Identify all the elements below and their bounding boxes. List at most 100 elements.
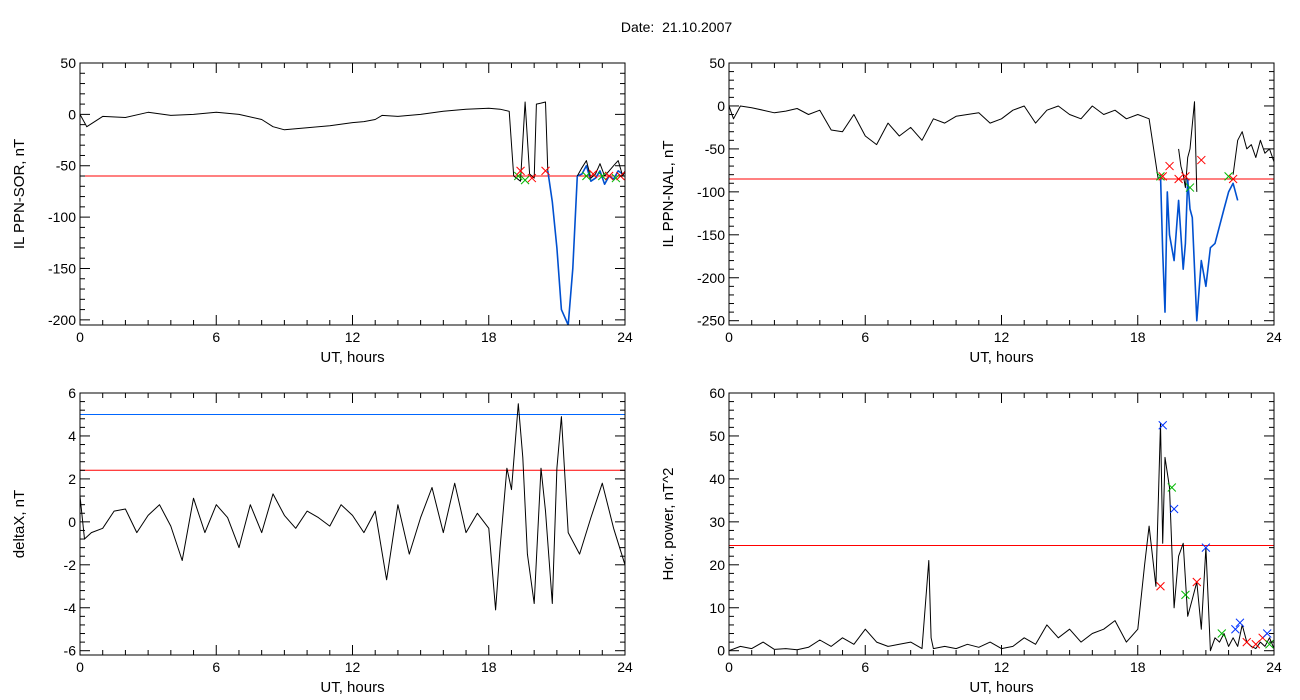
y-tick-label: 0 xyxy=(68,514,76,530)
x-tick-label: 6 xyxy=(861,659,869,675)
series-line-2 xyxy=(576,160,625,179)
marker-green xyxy=(1156,172,1165,181)
y-axis-title: deltaX, nT xyxy=(11,490,28,558)
x-tick-label: 12 xyxy=(994,659,1010,675)
marker-red xyxy=(527,173,537,183)
marker-red xyxy=(1228,174,1238,184)
y-tick-label: 6 xyxy=(68,385,76,401)
x-axis-title: UT, hours xyxy=(969,679,1033,696)
marker-green xyxy=(1224,172,1233,181)
series-line-0 xyxy=(729,105,1159,180)
y-tick-label: 0 xyxy=(68,106,76,122)
marker-red xyxy=(1158,172,1168,181)
marker-blue xyxy=(1158,420,1168,430)
series-line-0 xyxy=(729,422,1274,652)
marker-green xyxy=(1217,629,1227,638)
y-axis-title: IL PPN-NAL, nT xyxy=(660,141,677,248)
y-tick-label: -100 xyxy=(48,209,76,225)
marker-green xyxy=(1181,590,1190,600)
y-tick-label: 10 xyxy=(709,600,725,616)
y-tick-label: 30 xyxy=(709,514,725,530)
y-tick-label: -6 xyxy=(64,643,77,659)
x-tick-label: 18 xyxy=(1130,329,1146,345)
x-tick-label: 0 xyxy=(76,329,84,345)
y-tick-label: 0 xyxy=(717,643,725,659)
marker-red xyxy=(516,166,525,176)
marker-green xyxy=(611,173,621,183)
x-tick-label: 0 xyxy=(76,659,84,675)
x-tick-label: 18 xyxy=(481,659,497,675)
marker-red xyxy=(1156,581,1165,591)
marker-blue xyxy=(1235,618,1245,628)
y-tick-label: 20 xyxy=(709,557,725,573)
y-tick-label: 50 xyxy=(709,55,725,71)
x-axis-title: UT, hours xyxy=(320,679,384,696)
y-tick-label: -250 xyxy=(697,313,725,329)
series-line-1 xyxy=(1159,174,1239,322)
x-axis-title: UT, hours xyxy=(969,349,1033,366)
marker-green xyxy=(520,175,530,185)
x-tick-label: 24 xyxy=(617,659,633,675)
x-tick-label: 0 xyxy=(725,659,733,675)
y-tick-label: -200 xyxy=(697,270,725,286)
x-tick-label: 12 xyxy=(345,659,361,675)
marker-red xyxy=(604,171,614,181)
series-line-3 xyxy=(1232,131,1274,175)
x-tick-label: 18 xyxy=(1130,659,1146,675)
y-tick-label: -2 xyxy=(64,557,77,573)
y-axis-title: Hor. power, nT^2 xyxy=(660,468,677,581)
y-tick-label: 50 xyxy=(709,428,725,444)
marker-green xyxy=(597,171,607,181)
y-tick-label: 0 xyxy=(717,98,725,114)
y-tick-label: -50 xyxy=(705,141,725,157)
x-tick-label: 24 xyxy=(1266,659,1282,675)
x-tick-label: 0 xyxy=(725,329,733,345)
marker-blue xyxy=(1201,543,1211,552)
y-tick-label: -100 xyxy=(697,184,725,200)
x-tick-label: 18 xyxy=(481,329,497,345)
x-tick-label: 6 xyxy=(212,659,220,675)
marker-red xyxy=(1174,174,1183,184)
series-line-0 xyxy=(80,403,625,611)
marker-green xyxy=(1167,483,1177,492)
y-tick-label: -150 xyxy=(697,227,725,243)
series-line-0 xyxy=(80,101,549,182)
x-tick-label: 24 xyxy=(1266,329,1282,345)
marker-red xyxy=(1242,637,1252,647)
y-tick-label: -200 xyxy=(48,312,76,328)
marker-green xyxy=(1185,183,1195,192)
marker-red xyxy=(1165,161,1174,171)
marker-red xyxy=(541,166,550,176)
y-axis-title: IL PPN-SOR, nT xyxy=(11,139,28,249)
y-tick-label: 60 xyxy=(709,385,725,401)
marker-blue xyxy=(1231,624,1240,634)
marker-blue xyxy=(1169,504,1179,514)
marker-red xyxy=(1192,577,1202,587)
y-tick-label: -50 xyxy=(56,158,76,174)
marker-green xyxy=(582,171,591,181)
x-tick-label: 24 xyxy=(617,329,633,345)
marker-red xyxy=(588,169,598,179)
marker-red xyxy=(1181,172,1190,181)
page-title: Date: 21.10.2007 xyxy=(620,19,733,35)
y-tick-label: 4 xyxy=(68,428,76,444)
x-tick-label: 6 xyxy=(212,329,220,345)
series-line-2 xyxy=(1178,101,1198,192)
plot-frame xyxy=(728,392,1275,656)
x-tick-label: 12 xyxy=(345,329,361,345)
y-tick-label: -4 xyxy=(64,600,77,616)
marker-blue xyxy=(1262,629,1272,638)
y-tick-label: 2 xyxy=(68,471,76,487)
y-tick-label: 40 xyxy=(709,471,725,487)
y-tick-label: 50 xyxy=(60,55,76,71)
marker-green xyxy=(1265,639,1274,649)
x-tick-label: 12 xyxy=(994,329,1010,345)
y-tick-label: -150 xyxy=(48,260,76,276)
marker-red xyxy=(1196,155,1206,165)
x-axis-title: UT, hours xyxy=(320,349,384,366)
marker-green xyxy=(513,171,523,181)
